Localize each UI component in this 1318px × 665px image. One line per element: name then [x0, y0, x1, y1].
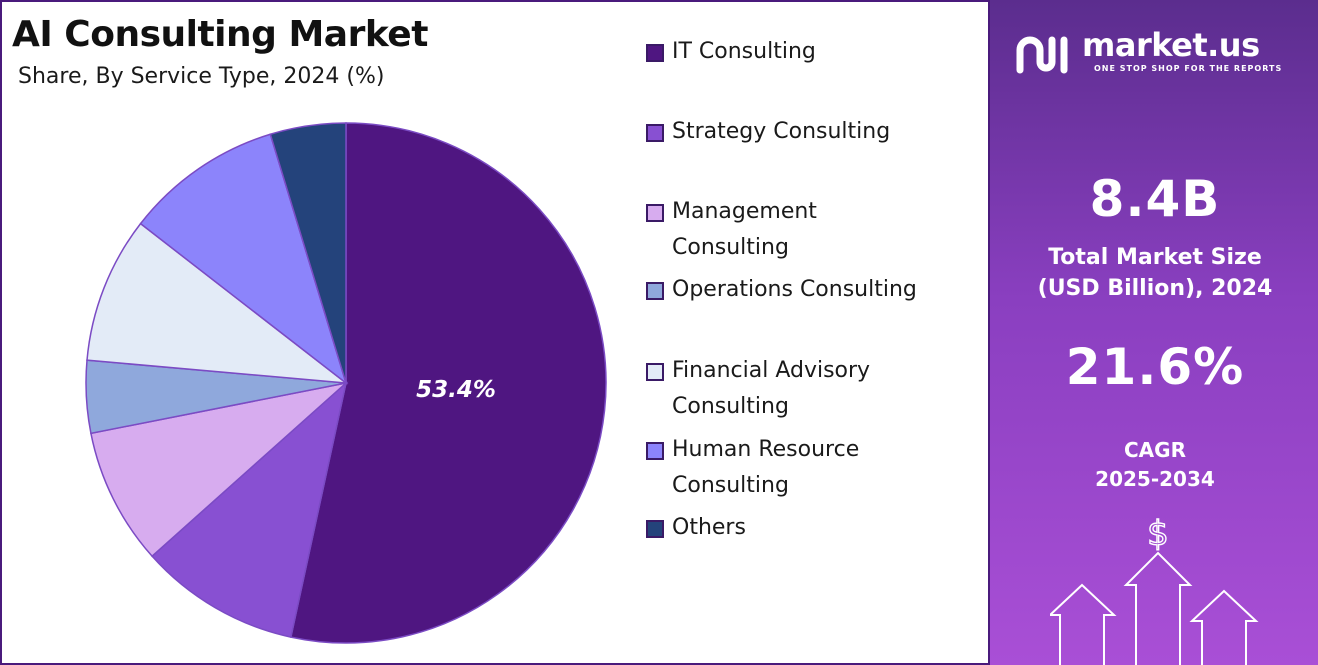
brand-tagline: ONE STOP SHOP FOR THE REPORTS	[1094, 64, 1283, 73]
pie-slice-human-resource-consulting	[139, 133, 348, 386]
legend-label: IT Consulting	[672, 39, 816, 64]
chart-subtitle: Share, By Service Type, 2024 (%)	[18, 64, 385, 89]
legend-label: Financial Advisory Consulting	[672, 358, 871, 419]
brand-name: market.us	[1082, 26, 1260, 64]
pie-slice-it-consulting	[289, 122, 607, 644]
market-size-label: Total Market Size (USD Billion), 2024	[1037, 245, 1273, 301]
dollar-sign: $	[1147, 514, 1169, 554]
market-us-logo-icon	[1016, 36, 1068, 74]
legend-swatch	[646, 442, 664, 460]
pie-slice-strategy-consulting	[151, 380, 348, 638]
legend-swatch	[646, 363, 664, 381]
pie-slice-others	[269, 122, 347, 384]
pie-slice-financial-advisory-consulting	[86, 222, 349, 384]
legend-swatch	[646, 44, 664, 62]
pie-slice-management-consulting	[90, 381, 349, 558]
legend-swatch	[646, 204, 664, 222]
cagr-value: 21.6%	[1065, 338, 1245, 396]
pie-chart: 53.4%	[85, 122, 607, 644]
legend-label: Management Consulting	[672, 199, 817, 260]
legend-swatch	[646, 520, 664, 538]
legend-label: Strategy Consulting	[672, 119, 891, 144]
legend-swatch	[646, 124, 664, 142]
cagr-label: CAGR 2025-2034	[1095, 438, 1215, 491]
legend-label: Operations Consulting	[672, 277, 917, 302]
data-label: 53.4%	[416, 377, 496, 403]
growth-arrows-icon: $	[1050, 513, 1259, 665]
summary-panel: market.us ONE STOP SHOP FOR THE REPORTS …	[988, 0, 1318, 665]
legend-swatch	[646, 282, 664, 300]
legend-label: Others	[672, 515, 746, 540]
chart-title: AI Consulting Market	[12, 14, 428, 55]
legend-label: Human Resource Consulting	[672, 437, 860, 498]
market-size-value: 8.4B	[1089, 170, 1221, 228]
brand-logo: market.us ONE STOP SHOP FOR THE REPORTS	[1014, 26, 1304, 80]
